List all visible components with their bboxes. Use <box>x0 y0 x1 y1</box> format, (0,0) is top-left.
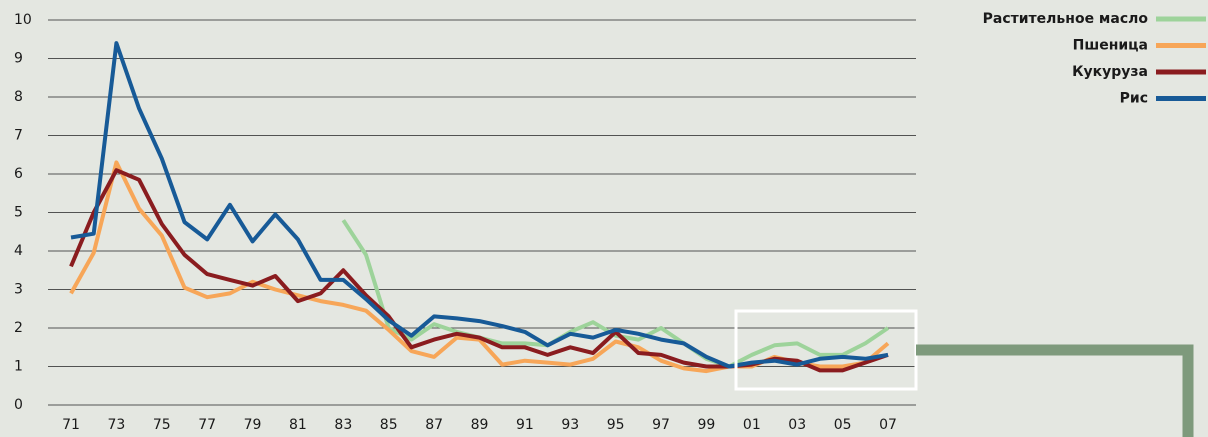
y-tick-label: 0 <box>14 397 23 413</box>
y-tick-label: 4 <box>14 243 23 259</box>
y-tick-label: 3 <box>14 282 23 298</box>
legend-label: Рис <box>1120 91 1148 107</box>
y-tick-label: 5 <box>14 205 23 221</box>
legend-label: Пшеница <box>1073 38 1148 54</box>
legend-label: Кукуруза <box>1072 64 1148 80</box>
connector <box>916 344 1194 437</box>
x-tick-label: 07 <box>879 417 897 433</box>
x-tick-label: 71 <box>62 417 80 433</box>
x-tick-label: 93 <box>561 417 579 433</box>
legend-label: Растительное масло <box>983 11 1149 27</box>
x-tick-label: 95 <box>607 417 625 433</box>
x-tick-label: 89 <box>471 417 489 433</box>
x-tick-label: 97 <box>652 417 670 433</box>
x-tick-label: 03 <box>788 417 806 433</box>
x-tick-label: 91 <box>516 417 534 433</box>
series-line <box>69 160 890 374</box>
y-tick-label: 10 <box>14 12 32 28</box>
x-tick-label: 01 <box>743 417 761 433</box>
x-tick-label: 85 <box>380 417 398 433</box>
y-tick-label: 8 <box>14 89 23 105</box>
x-tick-label: 05 <box>834 417 852 433</box>
x-tick-label: 73 <box>107 417 125 433</box>
y-tick-label: 6 <box>14 166 23 182</box>
x-tick-label: 83 <box>334 417 352 433</box>
x-tick-label: 87 <box>425 417 443 433</box>
y-tick-label: 1 <box>14 359 23 375</box>
x-tick-label: 77 <box>198 417 216 433</box>
x-tick-label: 99 <box>698 417 716 433</box>
series-line <box>341 219 890 369</box>
y-tick-label: 9 <box>14 51 23 67</box>
x-tick-label: 75 <box>153 417 171 433</box>
y-tick-label: 7 <box>14 128 23 144</box>
series-line <box>70 41 889 369</box>
y-tick-label: 2 <box>14 320 23 336</box>
x-tick-label: 81 <box>289 417 307 433</box>
x-tick-label: 79 <box>244 417 262 433</box>
